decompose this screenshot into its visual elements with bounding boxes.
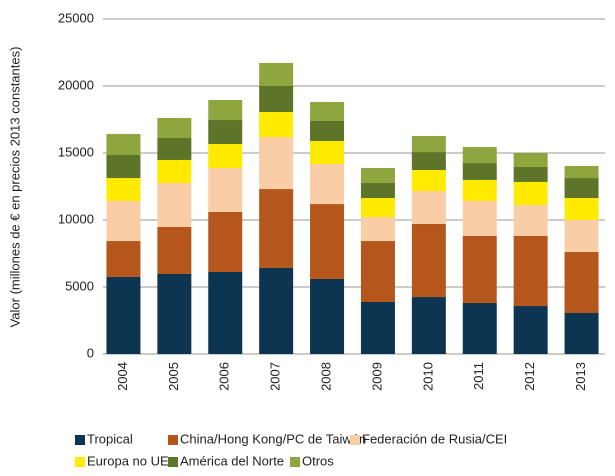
- bar-segment: [564, 252, 599, 313]
- bar-segment: [360, 183, 395, 199]
- y-tick-label: 10000: [58, 211, 94, 226]
- bar-segment: [208, 120, 243, 145]
- bar-segment: [360, 302, 395, 354]
- legend-swatch: [75, 435, 85, 445]
- legend-label: América del Norte: [180, 453, 284, 468]
- bar-segment: [157, 118, 192, 138]
- x-tick-label: 2005: [166, 362, 181, 391]
- legend-swatch: [350, 435, 360, 445]
- bar-segment: [411, 224, 446, 298]
- bar-segment: [564, 198, 599, 220]
- bar-segment: [310, 120, 345, 141]
- x-tick-label: 2004: [115, 362, 130, 391]
- bar-segment: [157, 137, 192, 160]
- bar-segment: [310, 140, 345, 164]
- bar-segment: [462, 200, 497, 236]
- bar-segment: [360, 241, 395, 303]
- bar-segment: [513, 153, 548, 167]
- legend-label: Federación de Rusia/CEI: [362, 431, 507, 446]
- bar-segment: [157, 274, 192, 354]
- x-tick-label: 2013: [573, 362, 588, 391]
- x-tick-label: 2012: [522, 362, 537, 391]
- x-tick-label: 2008: [318, 362, 333, 391]
- bar-segment: [411, 152, 446, 171]
- bar-segment: [462, 235, 497, 303]
- bar-segment: [462, 179, 497, 201]
- bar-segment: [411, 191, 446, 225]
- legend-swatch: [168, 457, 178, 467]
- bar-segment: [564, 312, 599, 354]
- bar-segment: [462, 146, 497, 164]
- bar-segment: [259, 189, 294, 268]
- bar-segment: [208, 144, 243, 169]
- bar-segment: [310, 204, 345, 279]
- bar-segment: [411, 297, 446, 354]
- bar-segment: [360, 198, 395, 218]
- y-tick-label: 0: [87, 345, 94, 360]
- bar-segment: [310, 163, 345, 205]
- bar-segment: [360, 168, 395, 184]
- bar-segment: [411, 135, 446, 153]
- bar-segment: [106, 241, 141, 277]
- bar-segment: [310, 278, 345, 354]
- bar-segment: [259, 111, 294, 138]
- bar-segment: [310, 101, 345, 121]
- bar-segment: [513, 306, 548, 354]
- bar-segment: [513, 235, 548, 307]
- bar-segment: [208, 211, 243, 272]
- bar-segment: [564, 178, 599, 199]
- legend-swatch: [290, 457, 300, 467]
- x-tick-label: 2009: [369, 362, 384, 391]
- bar-segment: [157, 159, 192, 184]
- bar-segment: [259, 86, 294, 112]
- bar-segment: [259, 137, 294, 190]
- bar-segment: [259, 267, 294, 354]
- bar-segment: [259, 62, 294, 86]
- bar-segment: [106, 276, 141, 354]
- bar-segment: [106, 155, 141, 179]
- bar-segment: [513, 181, 548, 205]
- bar-segment: [106, 178, 141, 201]
- x-tick-label: 2010: [420, 362, 435, 391]
- bar-segment: [462, 163, 497, 180]
- bar-segment: [208, 271, 243, 354]
- bar-segment: [513, 204, 548, 236]
- x-tick-label: 2011: [471, 362, 486, 390]
- bar-segment: [157, 183, 192, 227]
- legend-label: Otros: [302, 453, 334, 468]
- legend-swatch: [168, 435, 178, 445]
- bar-segment: [462, 302, 497, 354]
- legend-label: Europa no UE: [87, 453, 169, 468]
- y-axis-label: Valor (millones de € en precios 2013 con…: [7, 47, 22, 328]
- legend-swatch: [75, 457, 85, 467]
- y-tick-label: 25000: [58, 10, 94, 25]
- legend-label: Tropical: [87, 431, 133, 446]
- x-tick-label: 2006: [217, 362, 232, 391]
- bar-segment: [513, 166, 548, 182]
- y-tick-label: 5000: [65, 278, 94, 293]
- bar-segment: [360, 217, 395, 242]
- bar-segment: [564, 220, 599, 253]
- bar-segment: [106, 200, 141, 242]
- bar-segment: [208, 99, 243, 121]
- x-tick-label: 2007: [268, 362, 283, 391]
- bar-segment: [208, 168, 243, 212]
- y-tick-label: 20000: [58, 77, 94, 92]
- y-tick-label: 15000: [58, 144, 94, 159]
- bar-segment: [564, 165, 599, 179]
- legend-label: China/Hong Kong/PC de Taiwán: [180, 431, 366, 446]
- bar-segment: [411, 170, 446, 192]
- bar-segment: [157, 226, 192, 275]
- bar-segment: [106, 133, 141, 156]
